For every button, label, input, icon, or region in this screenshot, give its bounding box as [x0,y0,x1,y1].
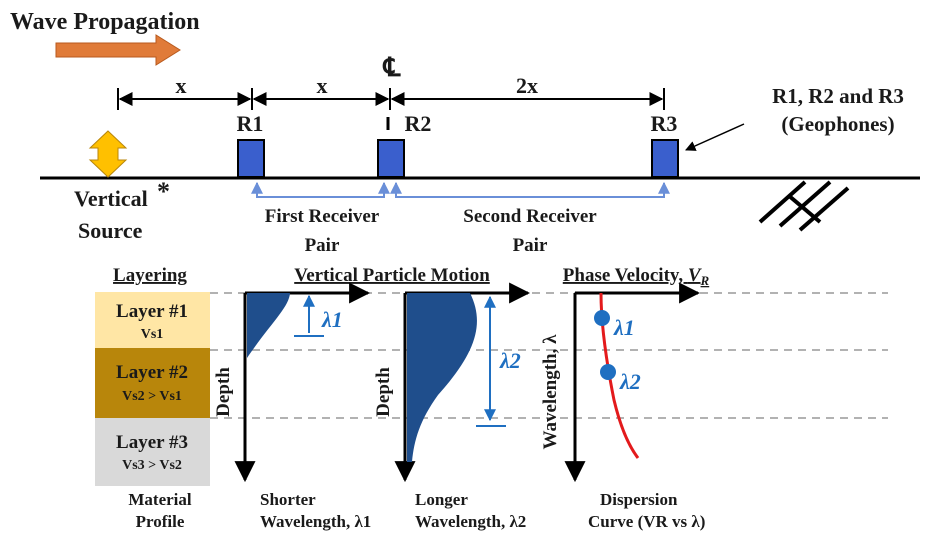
dispersion-point-label-2: λ2 [619,369,641,394]
longer-caption-line1: Longer [415,490,468,509]
layer-3-block [95,418,210,486]
spacing-label-3: 2x [516,73,538,98]
spacing-label-1: x [176,73,187,98]
shorter-caption-line2: Wavelength, λ1 [260,512,371,531]
receiver-r2 [377,139,405,178]
first-pair-label-line2: Pair [305,235,340,256]
layer-2-name: Layer #2 [116,362,188,383]
first-pair-bracket [251,181,390,198]
layer-3-vs: Vs3 > Vs2 [122,458,182,473]
source-label-line2: Source [78,218,143,243]
propagation-arrow [55,34,181,66]
first-pair-label-line1: First Receiver [265,206,380,227]
layer-1-name: Layer #1 [116,301,188,322]
second-pair-bracket [390,181,670,198]
dispersion-point-lambda2 [600,364,616,380]
layer-1-block [95,292,210,348]
layer-3-name: Layer #3 [116,432,188,453]
spacing-label-2: x [317,73,328,98]
shorter-caption-line1: Shorter [260,490,316,509]
geophones-label-line1: R1, R2 and R3 [772,84,904,108]
source-asterisk: * [157,177,170,206]
second-pair-label-line1: Second Receiver [463,206,597,227]
dispersion-caption-line1: Dispersion [600,490,678,509]
dispersion-axis-label: Wavelength, λ [540,334,561,450]
layer-2-block [95,348,210,418]
layer-2-vs: Vs2 > Vs1 [122,389,182,404]
geophones-pointer [685,123,745,151]
ground-hatch [758,180,850,232]
phase-velocity-heading: Phase Velocity, VR [563,265,710,288]
material-caption-line2: Profile [136,512,185,531]
longer-caption-line2: Wavelength, λ2 [415,512,526,531]
dispersion-caption-line2: Curve (VR vs λ) [588,512,705,531]
layer-1-vs: Vs1 [141,327,164,342]
layering-heading: Layering [113,265,187,286]
receiver-r3 [651,139,679,178]
shorter-wave-shape [247,293,290,358]
second-pair-label-line2: Pair [513,235,548,256]
receiver-label-r2: R2 [405,111,432,136]
material-caption-line1: Material [128,490,192,509]
receiver-r1 [237,139,265,178]
particle-motion-heading: Vertical Particle Motion [294,265,490,286]
lambda2-label: λ2 [499,348,521,373]
receiver-label-r3: R3 [651,111,678,136]
title: Wave Propagation [10,9,200,35]
receiver-label-r1: R1 [237,111,264,136]
vertical-source-arrow [88,130,128,178]
source-label-line1: Vertical [74,186,148,211]
lambda1-label: λ1 [321,307,343,332]
longer-wave-shape [407,293,477,462]
motion2-depth-label: Depth [373,367,394,417]
geophones-label-line2: (Geophones) [781,112,894,136]
motion1-depth-label: Depth [213,367,234,417]
dispersion-point-lambda1 [594,310,610,326]
centerline-symbol: ℄ [383,53,402,82]
dispersion-point-label-1: λ1 [613,315,635,340]
